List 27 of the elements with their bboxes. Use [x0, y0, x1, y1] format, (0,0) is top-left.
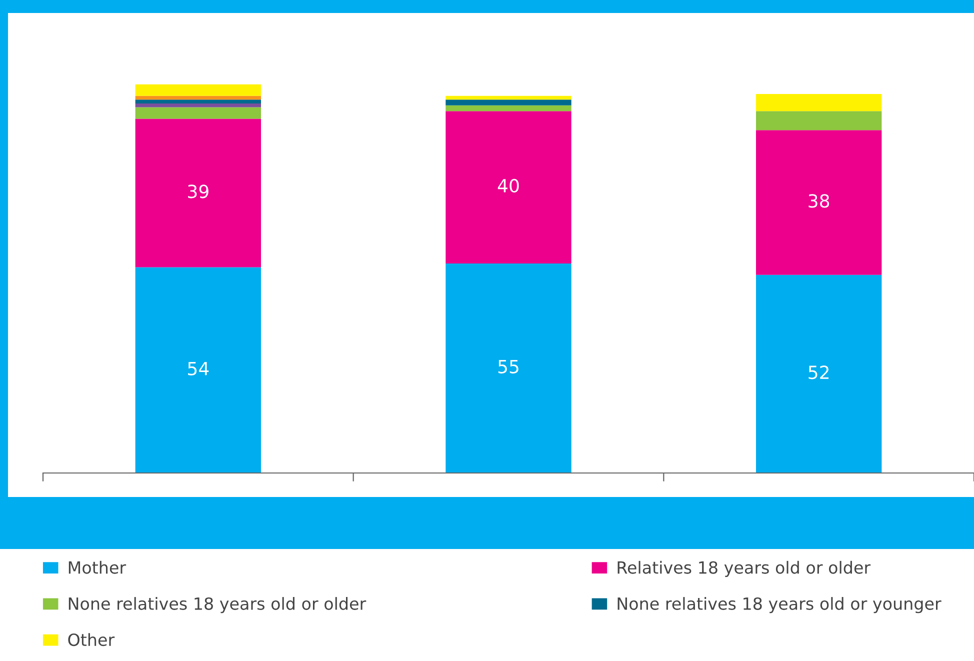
bar: [756, 111, 882, 130]
bar: [135, 118, 262, 268]
data-label: 40: [498, 178, 519, 193]
bar: [135, 96, 262, 100]
bar: [135, 84, 262, 96]
bar: [446, 111, 572, 264]
bar: [446, 100, 572, 106]
bar: [446, 105, 572, 112]
data-label: 55: [498, 360, 518, 374]
bar: [756, 130, 882, 275]
bar: [446, 96, 572, 100]
legend-label: Relatives 18 years old or older: [618, 560, 871, 578]
bar: [135, 107, 262, 119]
bar: [135, 100, 262, 104]
legend-label: Mother: [68, 560, 126, 574]
data-label: 38: [808, 194, 830, 208]
legend-label: None relatives 18 years old or older: [68, 597, 366, 614]
data-label: 52: [808, 366, 829, 380]
bar: [135, 267, 262, 473]
legend-label: Other: [68, 633, 115, 646]
bar: [446, 263, 572, 473]
bar: [756, 94, 882, 112]
bar: [135, 103, 262, 108]
legend-label: None relatives 18 years old or younger: [618, 597, 942, 614]
data-label: 39: [188, 184, 208, 198]
bar: [756, 274, 882, 473]
data-label: 54: [188, 362, 209, 376]
